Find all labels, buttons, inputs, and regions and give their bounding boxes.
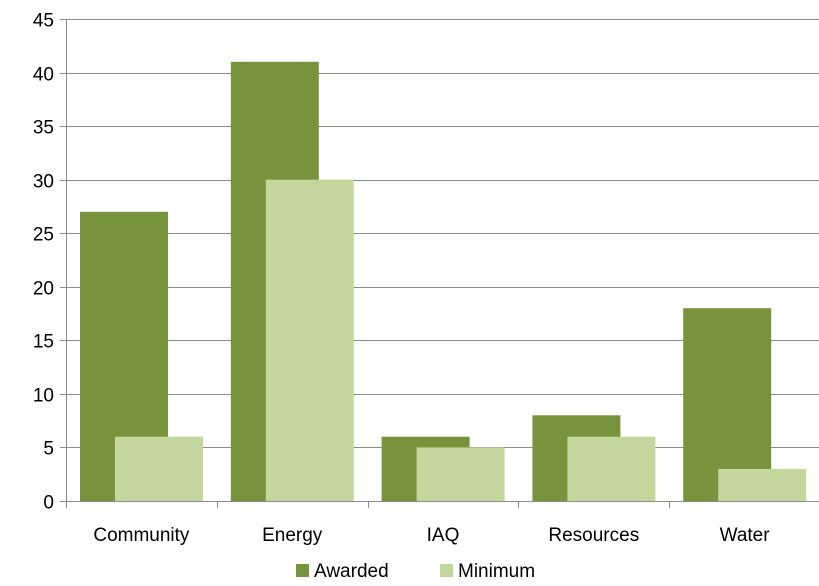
bar-minimum-community: [115, 436, 203, 501]
bar-minimum-water: [718, 468, 807, 501]
x-tick-labels: Community Energy IAQ Resources Water: [93, 525, 770, 546]
y-tick-label: 30: [33, 172, 54, 193]
bars: [80, 61, 807, 502]
legend-swatch: [296, 564, 309, 577]
legend: Awarded Minimum: [296, 561, 535, 582]
legend-label: Minimum: [458, 561, 535, 582]
bar-minimum-iaq: [416, 447, 505, 501]
y-tick-label: 25: [33, 225, 54, 246]
y-tick-label: 20: [33, 279, 54, 300]
x-tick-label-community: Community: [93, 525, 190, 546]
y-tick-label: 45: [33, 11, 54, 32]
y-tick-label: 40: [33, 65, 54, 86]
y-tick-label: 10: [33, 386, 54, 407]
axes: [60, 19, 819, 508]
y-tick-label: 35: [33, 118, 54, 139]
y-tick-label: 0: [43, 493, 54, 514]
legend-item-awarded: Awarded: [296, 561, 389, 582]
bar-awarded-water: [683, 308, 772, 501]
y-tick-label: 5: [43, 439, 54, 460]
legend-label: Awarded: [314, 561, 389, 582]
y-tick-label: 15: [33, 332, 54, 353]
x-tick-label-water: Water: [720, 525, 771, 546]
bar-minimum-resources: [567, 436, 656, 501]
x-tick-label-iaq: IAQ: [427, 525, 460, 546]
bar-minimum-energy: [265, 179, 354, 501]
legend-swatch: [440, 564, 453, 577]
gridlines: [66, 19, 819, 448]
legend-item-minimum: Minimum: [440, 561, 535, 582]
x-tick-label-energy: Energy: [262, 525, 323, 546]
y-tick-labels: 0 5 10 15 20 25 30 35 40 45: [33, 11, 54, 514]
x-tick-label-resources: Resources: [548, 525, 639, 546]
